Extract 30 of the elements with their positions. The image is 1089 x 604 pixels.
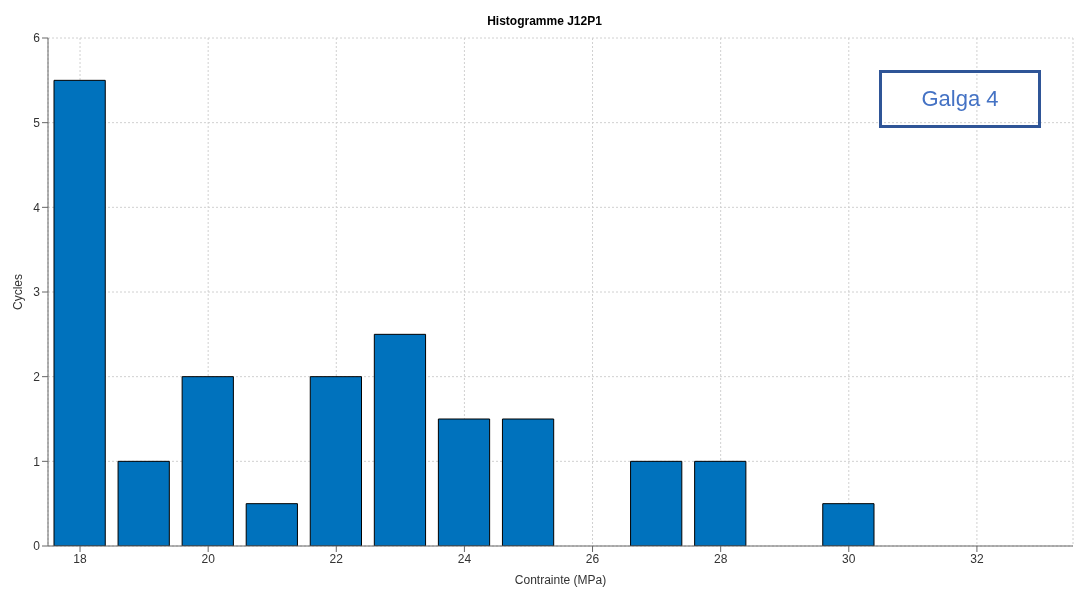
y-tick-label: 2 [33, 369, 41, 384]
x-tick-label: 22 [329, 551, 344, 566]
y-tick-label: 1 [33, 454, 41, 469]
x-tick-label: 26 [585, 551, 600, 566]
x-tick-label: 30 [842, 551, 856, 566]
x-tick-label: 32 [970, 551, 984, 566]
y-axis-title: Cycles [11, 273, 26, 311]
bar [117, 460, 170, 546]
bar [437, 418, 491, 546]
x-tick-label: 28 [713, 551, 728, 566]
x-axis-title: Contrainte (MPa) [514, 573, 607, 587]
y-tick-label: 3 [33, 285, 41, 300]
bar [501, 418, 555, 546]
bar [822, 503, 875, 546]
bar [694, 460, 747, 546]
y-tick-label: 6 [33, 31, 41, 46]
bar [181, 376, 234, 546]
annotation: Galga 4 [921, 86, 999, 112]
bar [309, 376, 362, 546]
bar [245, 503, 298, 546]
x-tick-label: 24 [457, 551, 472, 566]
bar [630, 460, 683, 546]
x-tick-label: 18 [73, 551, 88, 566]
x-tick-label: 20 [201, 551, 216, 566]
bar [53, 79, 106, 546]
y-tick-label: 4 [33, 200, 41, 215]
y-tick-label: 5 [33, 115, 41, 130]
bar [373, 333, 427, 546]
y-tick-label: 0 [33, 539, 41, 554]
chart-title: Histogramme J12P1 [486, 14, 603, 28]
